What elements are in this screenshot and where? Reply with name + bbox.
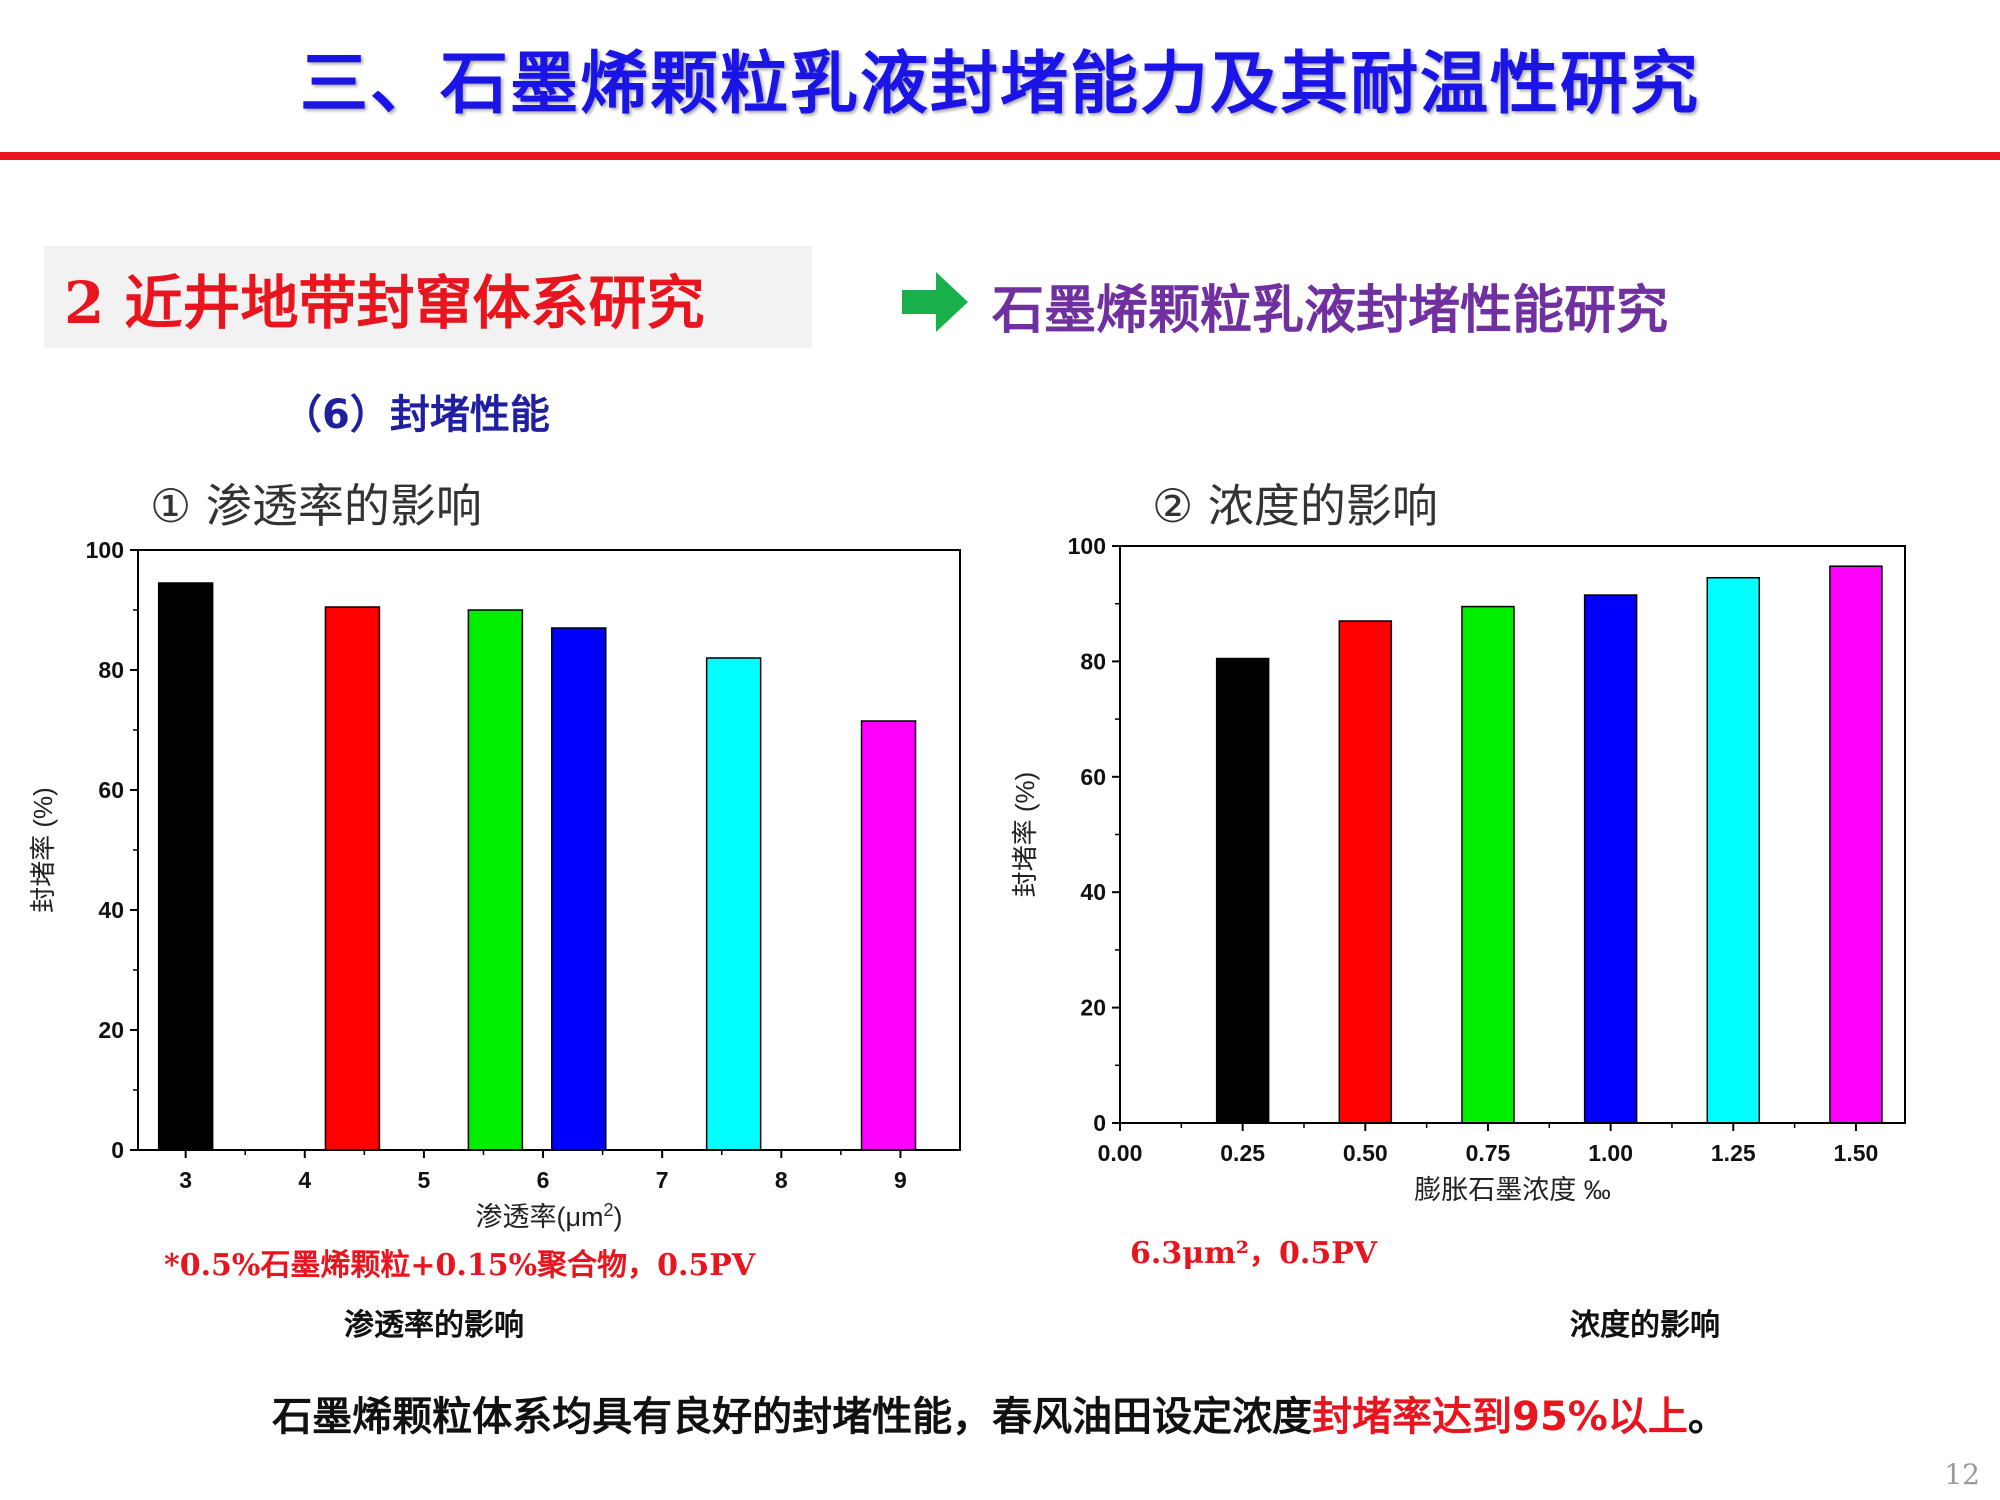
x-tick-label: 4 — [298, 1167, 311, 1193]
y-tick-label: 40 — [1080, 879, 1106, 905]
bar-4 — [1706, 576, 1761, 1124]
y-tick-label: 0 — [1093, 1110, 1106, 1136]
x-tick-label: 6 — [537, 1167, 550, 1193]
x-tick-label: 1.00 — [1588, 1140, 1633, 1166]
x-axis-label: 渗透率(μm2) — [475, 1200, 622, 1232]
x-tick-label: 5 — [418, 1167, 431, 1193]
bar-3 — [551, 627, 607, 1151]
bar-5 — [860, 720, 917, 1151]
x-axis-label: 膨胀石墨浓度 ‰ — [1414, 1175, 1611, 1205]
section-title-box — [44, 246, 812, 348]
conclusion-highlight: 封堵率达到95%以上 — [1312, 1394, 1688, 1440]
bar-1 — [1338, 620, 1393, 1124]
y-tick-label: 60 — [1080, 764, 1106, 790]
y-tick-label: 40 — [98, 897, 124, 923]
title-divider — [0, 152, 2000, 160]
permeability-caption: 渗透率的影响 — [344, 1308, 524, 1343]
y-axis-label: 封堵率 (%) — [1010, 772, 1040, 898]
plot-frame — [137, 549, 961, 1151]
y-tick-label: 60 — [98, 777, 124, 803]
y-tick-label: 80 — [98, 657, 124, 683]
x-tick-label: 9 — [894, 1167, 907, 1193]
y-tick-label: 20 — [1080, 995, 1106, 1021]
page-title: 三、石墨烯颗粒乳液封堵能力及其耐温性研究 — [299, 45, 1700, 124]
bar-4 — [705, 657, 762, 1151]
right-arrow-icon — [902, 272, 968, 332]
conclusion-end: 。 — [1687, 1394, 1728, 1440]
y-axis-label: 封堵率 (%) — [28, 787, 58, 913]
chart-permeability: 0 20 40 60 80 100 3 4 5 6 7 8 9 封堵率 (%) 渗透率(μm2) — [28, 537, 961, 1232]
y-tick-label: 80 — [1080, 648, 1106, 674]
chart-concentration: 0 20 40 60 80 100 0.00 0.25 0.50 0.75 1.00 1.25 1.50… — [1010, 533, 1906, 1205]
bar-2 — [467, 609, 524, 1151]
y-tick-label: 100 — [86, 537, 124, 563]
panel-heading-permeability: ① 渗透率的影响 — [150, 479, 482, 533]
permeability-note: *0.5%石墨烯颗粒+0.15%聚合物，0.5PV — [164, 1248, 756, 1283]
section-subtitle: 石墨烯颗粒乳液封堵性能研究 — [992, 281, 1669, 341]
x-tick-label: 1.25 — [1711, 1140, 1756, 1166]
bar-2 — [1461, 605, 1515, 1124]
x-tick-label: 3 — [179, 1167, 192, 1193]
concentration-caption: 浓度的影响 — [1570, 1308, 1720, 1343]
conclusion-text: 石墨烯颗粒体系均具有良好的封堵性能，春风油田设定浓度 — [272, 1394, 1313, 1440]
bar-1 — [324, 606, 381, 1151]
subsection-heading: （6）封堵性能 — [282, 392, 550, 438]
page-number: 12 — [1944, 1458, 1980, 1491]
y-tick-label: 20 — [98, 1017, 124, 1043]
section-title: 2 近井地带封窜体系研究 — [64, 269, 705, 337]
conclusion: 石墨烯颗粒体系均具有良好的封堵性能，春风油田设定浓度封堵率达到95%以上。 — [0, 1384, 2000, 1442]
x-tick-label: 0.25 — [1220, 1140, 1265, 1166]
x-tick-label: 8 — [775, 1167, 788, 1193]
bar-3 — [1583, 594, 1638, 1124]
bar-0 — [1215, 657, 1270, 1124]
x-tick-label: 0.50 — [1343, 1140, 1388, 1166]
x-tick-label: 1.50 — [1834, 1140, 1879, 1166]
x-tick-label: 7 — [656, 1167, 669, 1193]
x-tick-label: 0.75 — [1466, 1140, 1511, 1166]
concentration-note: 6.3μm²，0.5PV — [1130, 1236, 1378, 1271]
y-tick-label: 0 — [111, 1137, 124, 1163]
bar-0 — [157, 582, 214, 1151]
panel-heading-concentration: ② 浓度的影响 — [1152, 479, 1438, 533]
x-tick-label: 0.00 — [1098, 1140, 1143, 1166]
bar-5 — [1829, 565, 1883, 1124]
y-tick-label: 100 — [1068, 533, 1106, 559]
